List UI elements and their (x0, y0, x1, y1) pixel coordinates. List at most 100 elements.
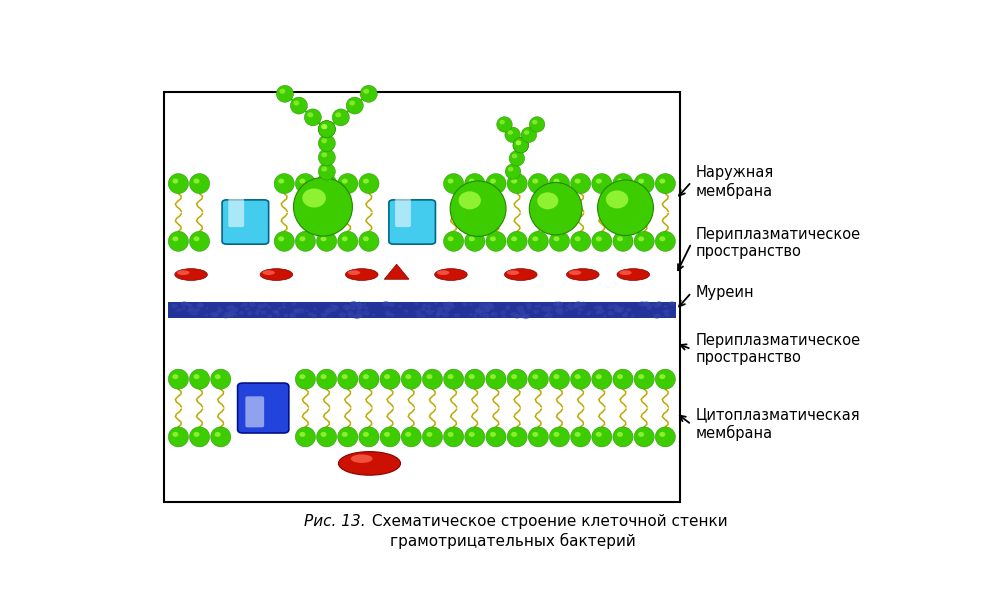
Ellipse shape (526, 303, 532, 307)
Ellipse shape (512, 236, 518, 241)
Ellipse shape (485, 231, 507, 252)
Ellipse shape (175, 269, 207, 280)
Ellipse shape (299, 374, 305, 379)
Ellipse shape (542, 306, 549, 312)
Ellipse shape (510, 151, 525, 166)
Ellipse shape (647, 305, 653, 309)
Ellipse shape (222, 314, 228, 318)
Ellipse shape (571, 231, 591, 252)
Ellipse shape (575, 432, 581, 437)
Ellipse shape (508, 130, 513, 135)
Ellipse shape (656, 427, 676, 447)
Ellipse shape (349, 100, 355, 106)
Ellipse shape (210, 312, 217, 317)
Ellipse shape (404, 310, 408, 313)
Ellipse shape (613, 304, 619, 308)
Ellipse shape (473, 313, 477, 316)
Ellipse shape (293, 100, 299, 106)
Ellipse shape (338, 312, 346, 318)
Ellipse shape (337, 427, 357, 447)
Ellipse shape (228, 313, 234, 318)
Ellipse shape (596, 236, 602, 241)
Ellipse shape (182, 307, 186, 310)
Ellipse shape (473, 315, 476, 318)
Ellipse shape (282, 303, 285, 305)
Ellipse shape (656, 301, 663, 306)
Ellipse shape (516, 141, 522, 145)
Ellipse shape (496, 117, 513, 132)
Ellipse shape (349, 301, 357, 307)
Ellipse shape (626, 308, 632, 312)
Ellipse shape (256, 313, 259, 315)
Ellipse shape (244, 307, 249, 310)
Ellipse shape (239, 311, 244, 315)
Ellipse shape (228, 309, 235, 315)
Ellipse shape (450, 181, 507, 236)
Ellipse shape (468, 374, 474, 379)
Ellipse shape (232, 307, 238, 312)
Ellipse shape (489, 179, 495, 184)
Ellipse shape (631, 314, 635, 318)
Ellipse shape (669, 301, 675, 305)
Ellipse shape (304, 109, 321, 126)
Ellipse shape (217, 307, 220, 309)
Ellipse shape (516, 141, 522, 145)
Ellipse shape (405, 432, 411, 437)
Ellipse shape (226, 305, 231, 310)
Ellipse shape (613, 369, 633, 389)
Ellipse shape (218, 308, 223, 312)
Ellipse shape (193, 236, 199, 241)
Ellipse shape (337, 369, 357, 389)
Ellipse shape (613, 231, 633, 252)
Ellipse shape (384, 432, 390, 437)
Ellipse shape (189, 307, 195, 311)
Ellipse shape (464, 369, 484, 389)
Ellipse shape (512, 374, 518, 379)
FancyBboxPatch shape (228, 198, 244, 227)
Ellipse shape (512, 179, 518, 184)
Ellipse shape (227, 312, 233, 317)
Ellipse shape (587, 312, 591, 315)
Ellipse shape (422, 369, 442, 389)
Ellipse shape (342, 304, 350, 310)
Ellipse shape (321, 166, 327, 171)
Ellipse shape (634, 369, 655, 389)
Ellipse shape (558, 307, 564, 311)
Ellipse shape (305, 310, 309, 312)
Ellipse shape (533, 374, 539, 379)
Ellipse shape (596, 374, 602, 379)
Ellipse shape (240, 305, 244, 307)
Ellipse shape (168, 369, 188, 389)
Ellipse shape (613, 174, 633, 193)
Ellipse shape (447, 302, 453, 307)
Ellipse shape (284, 314, 288, 317)
Ellipse shape (578, 307, 584, 312)
Ellipse shape (380, 427, 400, 447)
Ellipse shape (311, 314, 317, 318)
Ellipse shape (290, 314, 293, 317)
Ellipse shape (338, 452, 400, 475)
Ellipse shape (638, 432, 645, 437)
Ellipse shape (475, 310, 479, 313)
Ellipse shape (575, 301, 583, 307)
Ellipse shape (405, 374, 411, 379)
Ellipse shape (479, 314, 482, 316)
Ellipse shape (177, 271, 189, 275)
Ellipse shape (565, 308, 569, 312)
FancyBboxPatch shape (395, 198, 411, 227)
Ellipse shape (482, 306, 489, 312)
Ellipse shape (193, 432, 199, 437)
Ellipse shape (443, 369, 463, 389)
Ellipse shape (596, 179, 602, 184)
Ellipse shape (308, 312, 313, 316)
Ellipse shape (533, 310, 540, 314)
Ellipse shape (535, 305, 539, 308)
Ellipse shape (426, 374, 432, 379)
Ellipse shape (521, 310, 526, 313)
Ellipse shape (198, 303, 203, 307)
Ellipse shape (320, 236, 326, 241)
Ellipse shape (664, 305, 668, 308)
Ellipse shape (550, 231, 570, 252)
Ellipse shape (594, 306, 600, 310)
Ellipse shape (171, 304, 177, 308)
